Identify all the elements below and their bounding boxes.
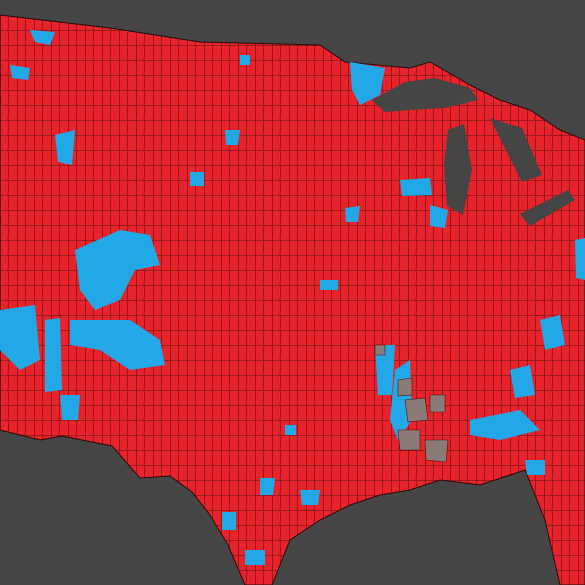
- region: [260, 478, 275, 495]
- region: [540, 315, 565, 350]
- region: [60, 395, 80, 420]
- region: [222, 512, 236, 530]
- region: [70, 320, 165, 370]
- blue-counties: [0, 30, 585, 565]
- region: [240, 55, 250, 65]
- region: [45, 318, 62, 392]
- great-lakes: [372, 78, 575, 226]
- region: [190, 172, 204, 186]
- region: [10, 65, 30, 80]
- region: [225, 130, 240, 145]
- region: [350, 62, 385, 105]
- gray-counties: [374, 344, 449, 463]
- region: [374, 344, 386, 356]
- region: [397, 377, 413, 397]
- region: [300, 490, 320, 505]
- region: [30, 30, 55, 45]
- region: [285, 425, 296, 435]
- region: [424, 439, 449, 463]
- lake-michigan: [444, 124, 472, 215]
- lake-superior: [372, 78, 478, 112]
- region: [75, 230, 160, 310]
- region: [429, 394, 446, 413]
- region: [575, 238, 585, 280]
- region: [345, 206, 360, 222]
- region: [375, 345, 395, 395]
- region: [470, 410, 540, 440]
- region: [510, 365, 535, 398]
- region: [404, 397, 429, 423]
- lake-erie: [520, 190, 575, 226]
- region: [397, 429, 421, 451]
- region: [0, 305, 40, 370]
- region: [430, 205, 448, 228]
- region: [400, 178, 432, 196]
- region: [55, 130, 75, 165]
- region: [245, 550, 265, 565]
- region: [320, 280, 338, 290]
- region: [525, 460, 545, 475]
- lake-huron: [490, 118, 542, 182]
